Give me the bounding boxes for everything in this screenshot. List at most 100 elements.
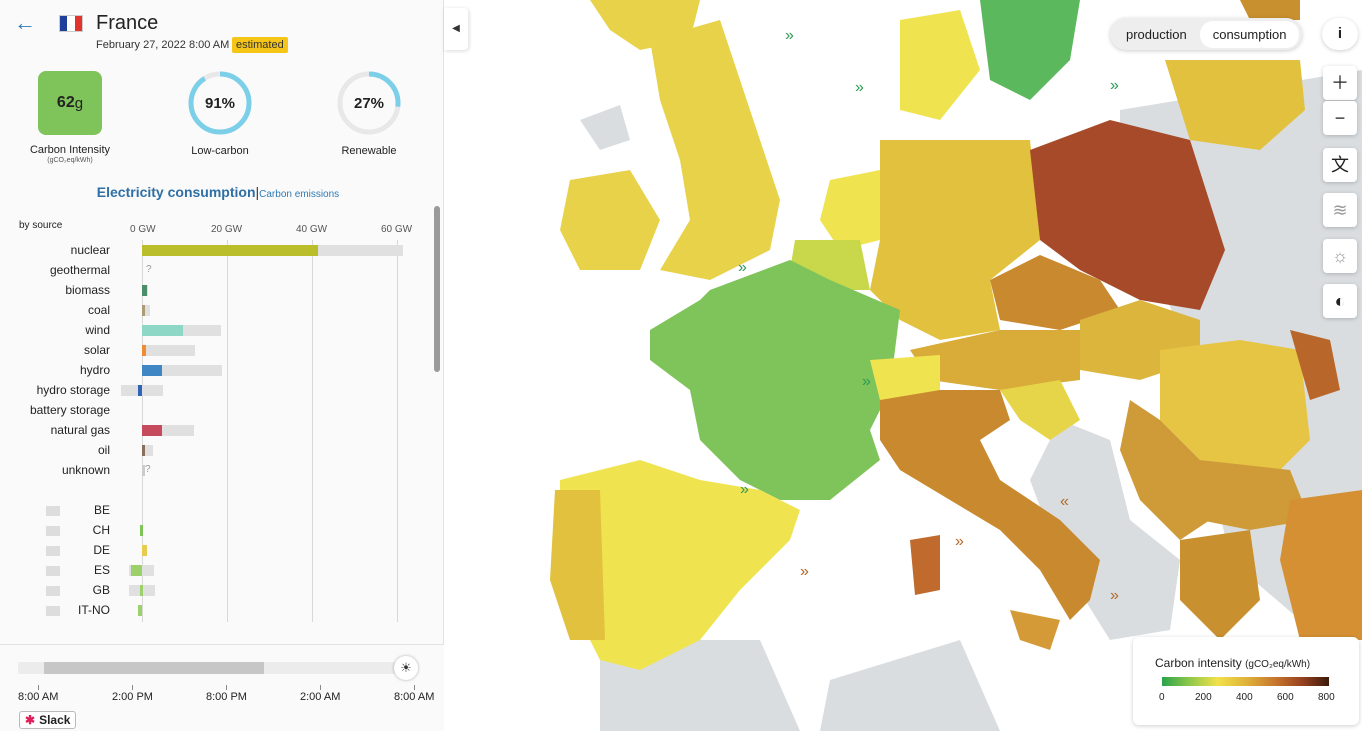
map-region-sweden[interactable] xyxy=(980,0,1080,100)
renewable-value: 27% xyxy=(353,94,385,112)
map-region-slovenia[interactable] xyxy=(1000,380,1080,440)
timeline-label: 8:00 PM xyxy=(206,691,247,703)
collapse-panel-button[interactable]: ◀ xyxy=(444,8,468,50)
svg-text:»: » xyxy=(955,533,964,550)
map-region-romania[interactable] xyxy=(1160,340,1310,470)
svg-text:»: » xyxy=(1110,587,1119,604)
map-region-africa-2 xyxy=(820,640,1000,731)
slack-button[interactable]: ✱ Slack xyxy=(19,711,77,729)
map-region-poland[interactable] xyxy=(1030,120,1225,310)
sun-icon: ☼ xyxy=(1331,246,1349,266)
zoom-in-button[interactable]: ＋ xyxy=(1323,66,1357,100)
map-region-netherlands[interactable] xyxy=(820,170,880,250)
low-carbon-metric: 91% Low-carbon xyxy=(165,70,275,157)
source-bar[interactable] xyxy=(142,465,145,476)
chart-scrollbar[interactable] xyxy=(434,206,440,372)
svg-text:«: « xyxy=(1060,493,1069,510)
map-region-moldova[interactable] xyxy=(1290,330,1340,400)
map-region-sardinia[interactable] xyxy=(910,535,940,595)
source-bar[interactable] xyxy=(142,445,145,456)
map-region-sicily[interactable] xyxy=(1010,610,1060,650)
source-bar[interactable] xyxy=(137,385,142,396)
map-region-germany[interactable] xyxy=(870,140,1040,340)
legend-tick: 800 xyxy=(1318,692,1335,703)
wind-layer-button[interactable]: ≋ xyxy=(1323,193,1357,227)
map-region-spain[interactable] xyxy=(560,460,800,670)
unknown-marker: ? xyxy=(146,264,152,275)
source-bar[interactable] xyxy=(142,365,162,376)
plus-icon: ＋ xyxy=(1331,73,1349,93)
timeline-tick xyxy=(38,685,39,690)
by-source-label: by source xyxy=(19,220,63,231)
map[interactable]: » » » » » » « » » » xyxy=(444,0,1362,731)
exchange-bar[interactable] xyxy=(137,605,142,616)
wind-icon: ≋ xyxy=(1332,200,1348,220)
map-region-bulgaria[interactable] xyxy=(1200,460,1310,530)
zoom-out-button[interactable]: − xyxy=(1323,101,1357,135)
tab-carbon-emissions[interactable]: Carbon emissions xyxy=(259,189,340,200)
caret-left-icon: ◀ xyxy=(452,23,460,34)
country-flag-icon xyxy=(46,506,60,516)
production-toggle-option[interactable]: production xyxy=(1126,26,1187,42)
legend-tick: 0 xyxy=(1159,692,1165,703)
capacity-bar xyxy=(120,385,164,396)
source-bar[interactable] xyxy=(142,305,145,316)
tab-electricity-consumption[interactable]: Electricity consumption xyxy=(96,184,256,200)
exchange-bar[interactable] xyxy=(131,565,142,576)
exchange-label: DE xyxy=(93,543,110,557)
country-name: France xyxy=(96,12,159,34)
source-label: unknown xyxy=(61,463,110,477)
source-bar[interactable] xyxy=(142,285,147,296)
exchange-bar[interactable] xyxy=(142,545,148,556)
source-label: solar xyxy=(83,343,110,357)
map-flow-arrows-brown: « » » » xyxy=(800,493,1119,604)
source-bar[interactable] xyxy=(142,345,147,356)
exchange-bar[interactable] xyxy=(139,525,143,536)
source-label: hydro storage xyxy=(36,383,110,397)
map-region-switzerland[interactable] xyxy=(870,355,940,400)
map-region-north[interactable] xyxy=(590,0,700,50)
info-button[interactable]: i xyxy=(1322,18,1358,50)
back-button[interactable]: ← xyxy=(14,12,40,36)
carbon-intensity-box: 62 g xyxy=(38,71,102,135)
legend-title: Carbon intensity (gCO₂eq/kWh) xyxy=(1155,656,1311,670)
source-bar[interactable] xyxy=(142,425,162,436)
source-label: battery storage xyxy=(29,403,110,417)
timeline-selected-range xyxy=(44,662,264,674)
timeline-slider[interactable] xyxy=(18,662,396,674)
source-bar[interactable] xyxy=(142,245,319,256)
exchange-label: BE xyxy=(93,503,110,517)
svg-text:»: » xyxy=(862,373,871,390)
country-flag-icon xyxy=(46,546,60,556)
map-region-serbia[interactable] xyxy=(1120,400,1210,540)
solar-layer-button[interactable]: ☼ xyxy=(1323,239,1357,273)
map-region-turkey[interactable] xyxy=(1280,490,1362,640)
country-flag-icon xyxy=(46,586,60,596)
map-region-finland[interactable] xyxy=(1240,0,1300,20)
gridline xyxy=(312,240,313,622)
map-region-denmark[interactable] xyxy=(900,10,980,120)
carbon-intensity-metric: 62 g Carbon Intensity (gCO₂eq/kWh) xyxy=(15,70,125,164)
map-canvas[interactable]: » » » » » » « » » » xyxy=(444,0,1362,731)
map-region-france[interactable] xyxy=(650,260,900,500)
exchange-bar[interactable] xyxy=(139,585,143,596)
source-bar[interactable] xyxy=(142,325,183,336)
map-region-austria[interactable] xyxy=(910,330,1080,390)
map-region-ireland[interactable] xyxy=(560,170,660,270)
map-region-baltics[interactable] xyxy=(1165,60,1305,150)
renewable-metric: 27% Renewable xyxy=(314,70,424,157)
map-region-greece[interactable] xyxy=(1180,530,1260,640)
map-region-czechia[interactable] xyxy=(990,255,1120,330)
map-region-gb[interactable] xyxy=(650,20,780,280)
svg-text:»: » xyxy=(785,27,794,44)
timeline-handle[interactable]: ☀ xyxy=(394,656,418,680)
consumption-toggle-option[interactable]: consumption xyxy=(1199,20,1300,48)
production-consumption-toggle[interactable]: production consumption xyxy=(1110,18,1303,50)
language-button[interactable]: 文 xyxy=(1323,148,1357,182)
low-carbon-ring: 91% xyxy=(187,70,253,136)
dark-mode-button[interactable]: ◐ xyxy=(1323,284,1357,318)
map-region-italy[interactable] xyxy=(880,390,1100,620)
datetime-label: February 27, 2022 8:00 AM xyxy=(96,39,230,51)
production-chart: by source 0 GW 20 GW 40 GW 60 GW nuclear… xyxy=(0,212,436,622)
map-region-portugal[interactable] xyxy=(550,490,605,640)
